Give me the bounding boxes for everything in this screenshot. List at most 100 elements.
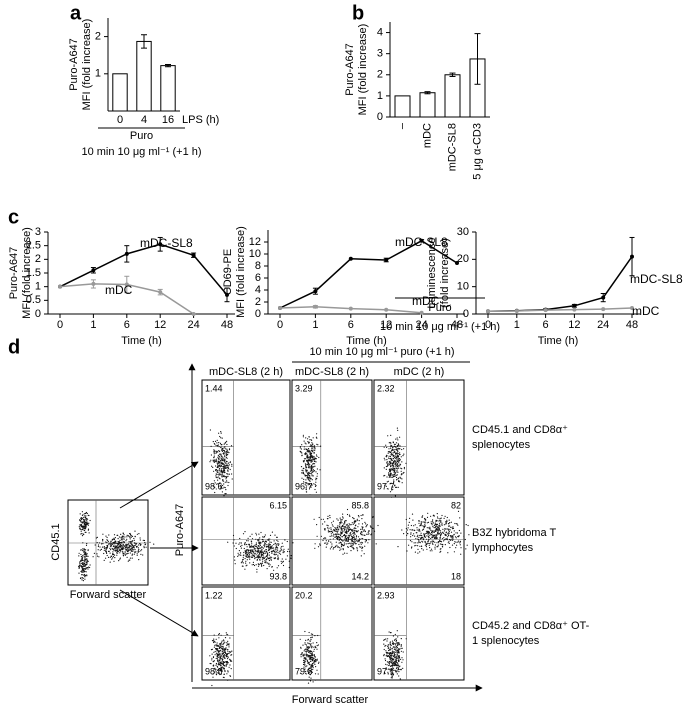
event-dot [434, 534, 436, 537]
event-dot [398, 648, 400, 651]
event-dot [389, 470, 391, 472]
event-dot [214, 459, 216, 461]
event-dot [220, 484, 222, 486]
event-dot [143, 547, 145, 549]
event-dot [391, 640, 394, 642]
event-dot [258, 533, 260, 535]
quadrant-value: 1.22 [205, 590, 223, 600]
event-dot [87, 549, 89, 552]
event-dot [308, 662, 310, 664]
event-dot [221, 670, 223, 672]
event-dot [437, 527, 439, 529]
event-dot [353, 522, 355, 524]
event-dot [322, 539, 324, 542]
quadrant-value: 96.7 [295, 481, 313, 491]
event-dot [395, 660, 397, 663]
event-dot [247, 551, 249, 553]
event-dot [79, 561, 81, 563]
event-dot [83, 549, 85, 551]
event-dot [256, 546, 258, 548]
event-dot [107, 556, 110, 559]
event-dot [256, 550, 258, 552]
event-dot [268, 548, 270, 550]
event-dot [144, 542, 146, 544]
event-dot [396, 464, 398, 466]
event-dot [126, 534, 128, 537]
event-dot [258, 554, 260, 556]
event-dot [219, 474, 221, 476]
event-dot [268, 549, 271, 551]
event-dot [336, 535, 338, 537]
event-dot [441, 538, 444, 540]
event-dot [412, 534, 414, 537]
event-dot [80, 523, 82, 526]
event-dot [319, 543, 321, 545]
flow-plot [201, 496, 291, 586]
event-dot [341, 519, 343, 521]
event-dot [287, 548, 289, 550]
event-dot [348, 528, 350, 530]
x-tick-label: – [396, 122, 408, 129]
bar [444, 74, 461, 118]
event-dot [225, 663, 227, 666]
event-dot [106, 552, 108, 555]
event-dot [352, 523, 354, 526]
event-dot [226, 466, 229, 468]
event-dot [387, 671, 389, 673]
event-dot [337, 519, 339, 521]
event-dot [391, 468, 393, 471]
event-dot [418, 528, 420, 530]
event-dot [224, 481, 226, 483]
event-dot [333, 528, 335, 531]
event-dot [250, 546, 252, 548]
event-dot [231, 478, 233, 480]
event-dot [390, 464, 392, 466]
event-dot [222, 484, 224, 487]
event-dot [421, 525, 423, 527]
event-dot [453, 551, 455, 553]
event-dot [397, 669, 399, 671]
event-dot [340, 548, 342, 550]
event-dot [453, 530, 455, 532]
event-dot [96, 553, 98, 555]
event-dot [330, 527, 332, 529]
event-dot [384, 484, 386, 486]
event-dot [354, 527, 356, 529]
event-dot [330, 530, 333, 533]
event-dot [85, 523, 87, 525]
y-tick-label: 1.5 [26, 267, 41, 279]
event-dot [375, 543, 377, 545]
event-dot [220, 485, 222, 487]
event-dot [357, 541, 359, 543]
event-dot [390, 644, 392, 647]
event-dot [222, 676, 224, 679]
event-dot [313, 518, 315, 520]
event-dot [223, 452, 225, 454]
event-dot [314, 635, 316, 637]
data-point [225, 292, 229, 297]
event-dot [343, 528, 346, 530]
event-dot [84, 578, 86, 580]
event-dot [393, 652, 395, 654]
event-dot [113, 554, 116, 556]
event-dot [426, 532, 428, 535]
event-dot [390, 476, 392, 478]
event-dot [310, 454, 312, 457]
event-dot [398, 480, 400, 483]
event-dot [306, 659, 308, 661]
event-dot [310, 485, 312, 487]
event-dot [113, 538, 115, 540]
event-dot [225, 647, 227, 649]
event-dot [460, 547, 462, 549]
event-dot [251, 543, 253, 545]
event-dot [302, 471, 304, 473]
event-dot [137, 551, 139, 553]
x-tick-label: 12 [568, 319, 580, 331]
event-dot [349, 532, 351, 534]
event-dot [221, 645, 223, 648]
event-dot [396, 452, 398, 454]
event-dot [135, 551, 137, 553]
event-dot [240, 547, 242, 549]
event-dot [83, 523, 85, 525]
event-dot [409, 540, 412, 542]
